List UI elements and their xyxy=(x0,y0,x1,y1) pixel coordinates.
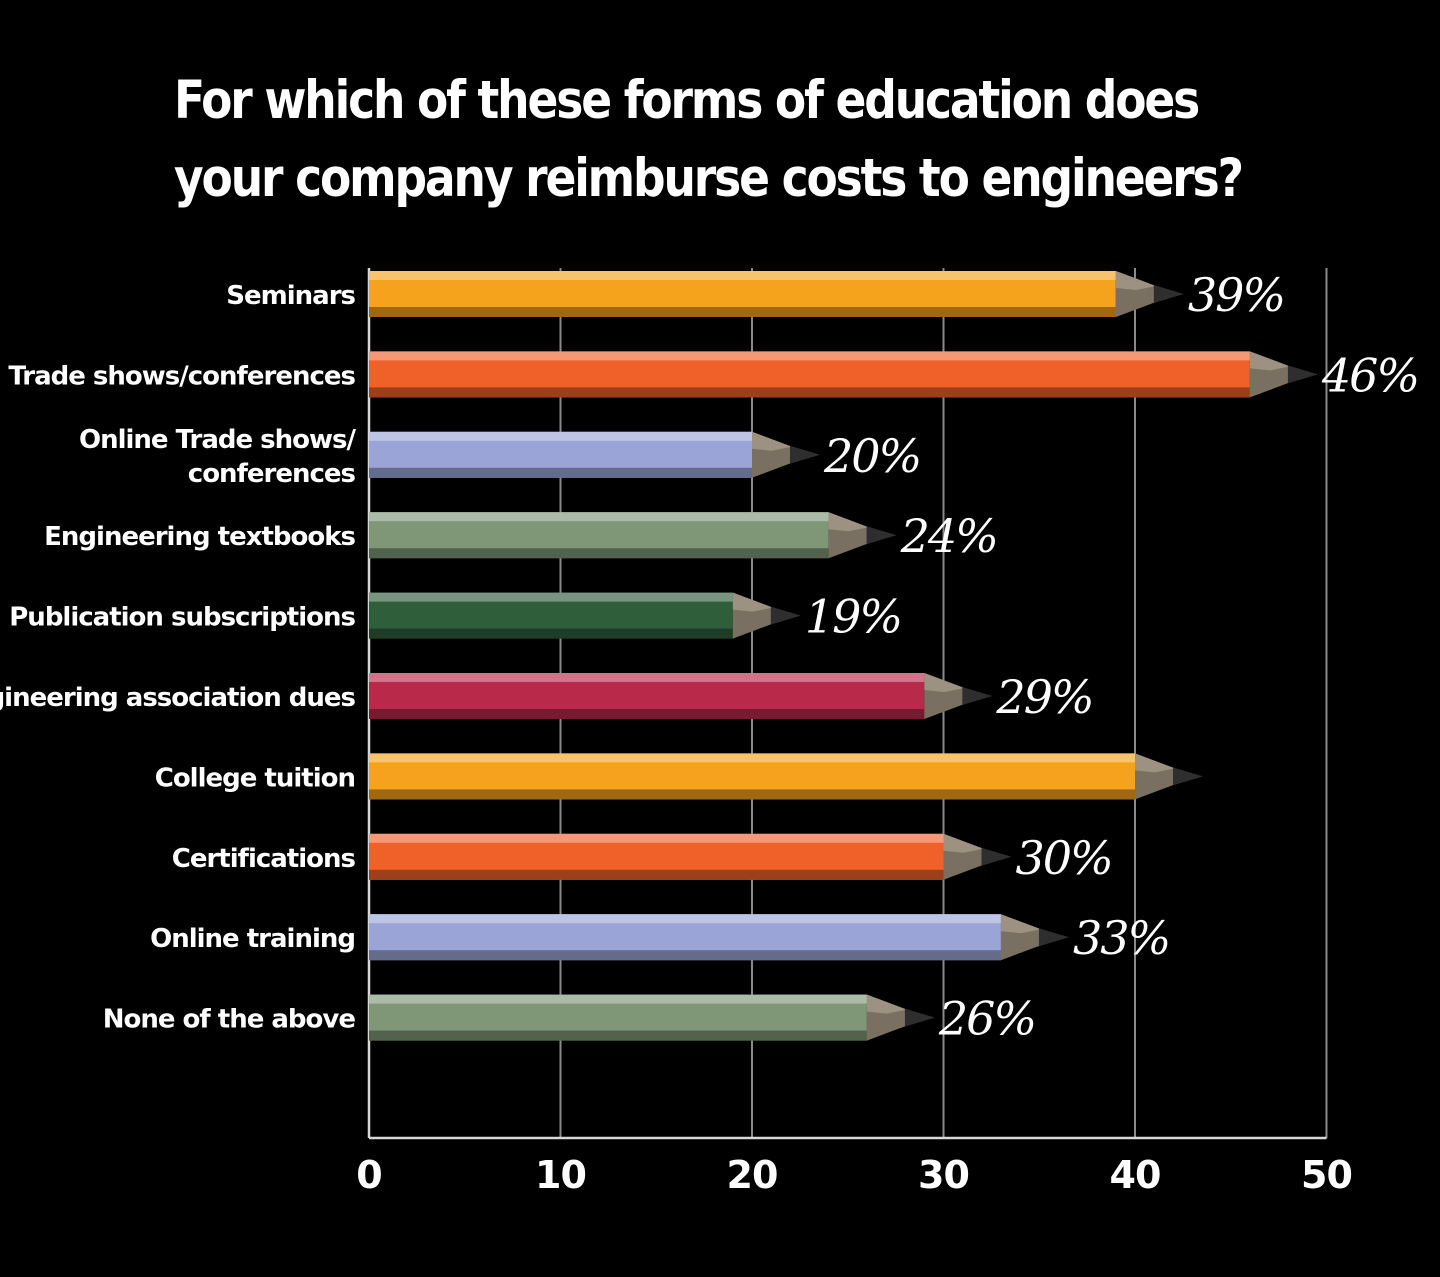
data-label-10: 26% xyxy=(938,992,1035,1046)
data-label-6: 29% xyxy=(995,670,1092,724)
data-label-5: 19% xyxy=(805,590,901,644)
bar-highlight xyxy=(369,351,1250,361)
chart-title: For which of these forms of education do… xyxy=(174,62,1244,218)
category-label-7: College tuition xyxy=(155,763,355,793)
x-tick-label-30: 30 xyxy=(918,1153,969,1197)
bar-highlight xyxy=(369,431,752,441)
bar-highlight xyxy=(369,753,1135,763)
bar-8: 30% xyxy=(369,831,1114,885)
category-label-2: Trade shows/conferences xyxy=(8,361,355,391)
category-labels: Seminars Trade shows/conferences Online Tr… xyxy=(0,281,358,1035)
bar-highlight xyxy=(369,833,944,843)
bar-shadow xyxy=(369,950,1001,961)
data-label-1: 39% xyxy=(1188,268,1284,322)
bar-highlight xyxy=(369,592,733,602)
bar-2: 46% xyxy=(369,348,1420,402)
bar-shadow xyxy=(369,307,1116,317)
bar-shadow xyxy=(369,1030,867,1041)
pencil-tip-highlight xyxy=(752,431,792,451)
pencil-tip-highlight xyxy=(943,833,984,853)
bar-shadow xyxy=(369,548,829,559)
data-label-9: 33% xyxy=(1073,911,1169,965)
pencil-point xyxy=(1287,365,1318,384)
bar-6: 29% xyxy=(369,670,1095,724)
bar-shadow xyxy=(369,467,752,478)
bar-highlight xyxy=(369,673,925,682)
category-label-5: Publication subscriptions xyxy=(9,603,355,633)
pencil-point xyxy=(981,847,1012,866)
data-label-8: 30% xyxy=(1016,831,1112,885)
chart-title-line-1: For which of these forms of education do… xyxy=(174,70,1200,131)
bar-7 xyxy=(369,753,1203,800)
bar-4: 24% xyxy=(369,509,999,563)
x-tick-label-0: 0 xyxy=(356,1153,381,1197)
bar-shadow xyxy=(369,628,733,639)
bar-shadow xyxy=(369,387,1250,398)
pencil-tip-highlight xyxy=(732,592,773,612)
pencil-tip-highlight xyxy=(1135,753,1175,773)
category-label-8: Certifications xyxy=(172,844,356,874)
bar-shadow xyxy=(369,869,944,880)
pencil-tip-highlight xyxy=(828,512,869,532)
bar-highlight xyxy=(369,994,867,1004)
bar-highlight xyxy=(369,271,1116,280)
pencil-point xyxy=(866,526,897,545)
bars: 39% 46% 20% 24% 19% 29% 30% 33% 26% xyxy=(369,268,1420,1046)
x-axis-ticks: 0 10 20 30 40 50 xyxy=(356,1153,1353,1197)
data-label-4: 24% xyxy=(900,509,997,563)
pencil-point xyxy=(1173,767,1203,786)
category-label-6: Engineering association dues xyxy=(0,683,356,713)
data-label-3: 20% xyxy=(823,429,920,483)
category-label-4: Engineering textbooks xyxy=(44,522,355,552)
data-label-2: 46% xyxy=(1321,348,1418,402)
pencil-point xyxy=(962,687,993,705)
bar-10: 26% xyxy=(369,992,1037,1046)
x-tick-label-20: 20 xyxy=(727,1153,778,1197)
pencil-point xyxy=(1153,285,1184,303)
pencil-point xyxy=(904,1008,935,1027)
bar-1: 39% xyxy=(369,268,1286,322)
category-label-3-line-1: Online Trade shows/ xyxy=(79,425,357,455)
x-tick-label-50: 50 xyxy=(1301,1153,1352,1197)
category-label-10: None of the above xyxy=(103,1005,356,1035)
pencil-point xyxy=(1038,928,1069,947)
category-label-3-line-2: conferences xyxy=(188,459,356,489)
pencil-point xyxy=(770,606,801,625)
bar-9: 33% xyxy=(369,911,1171,965)
pencil-point xyxy=(790,445,820,464)
bar-highlight xyxy=(369,512,829,522)
pencil-tip-highlight xyxy=(1115,271,1156,290)
chart-title-line-2: your company reimburse costs to engineer… xyxy=(174,148,1244,209)
bar-3: 20% xyxy=(369,429,922,483)
bar-shadow xyxy=(369,709,925,719)
x-tick-label-40: 40 xyxy=(1110,1153,1161,1197)
bar-shadow xyxy=(369,789,1135,800)
pencil-tip-highlight xyxy=(1249,351,1290,371)
pencil-tip-highlight xyxy=(924,673,965,692)
pencil-tip-highlight xyxy=(1000,914,1041,934)
pencil-tip-highlight xyxy=(866,994,907,1014)
bar-5: 19% xyxy=(369,590,903,644)
category-label-9: Online training xyxy=(150,924,355,954)
bar-highlight xyxy=(369,914,1001,924)
category-label-1: Seminars xyxy=(226,281,355,311)
x-tick-label-10: 10 xyxy=(535,1153,586,1197)
